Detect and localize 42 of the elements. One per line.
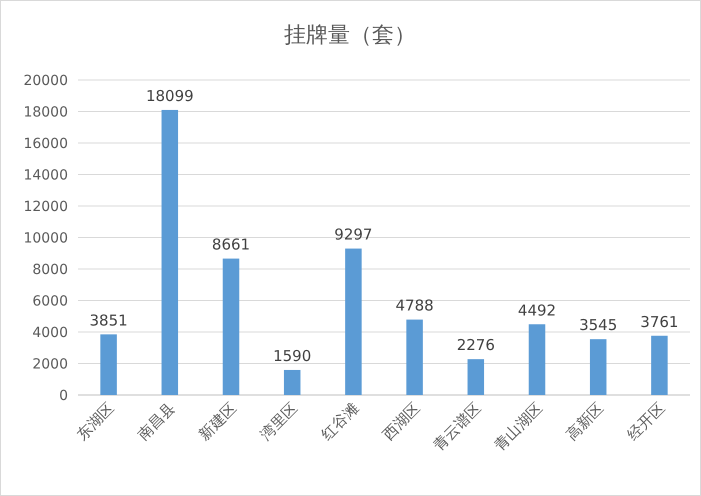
- chart-title: 挂牌量（套）: [284, 23, 416, 48]
- data-label: 2276: [456, 336, 495, 354]
- x-tick-label: 新建区: [195, 399, 240, 444]
- bar: [162, 110, 178, 395]
- y-tick-label: 14000: [23, 168, 68, 184]
- bar: [100, 334, 117, 395]
- bar: [651, 336, 668, 395]
- data-label: 3851: [90, 311, 128, 330]
- data-label: 3545: [579, 316, 618, 334]
- x-tick-label: 青云谱区: [429, 399, 485, 454]
- y-tick-label: 8000: [32, 262, 68, 278]
- y-tick-label: 10000: [23, 230, 68, 246]
- bar: [222, 258, 240, 395]
- bar: [528, 324, 546, 395]
- x-tick-label: 经开区: [624, 399, 668, 444]
- data-label: 3761: [640, 312, 678, 331]
- data-label: 8661: [212, 236, 250, 254]
- bar: [284, 370, 300, 395]
- y-tick-label: 6000: [32, 294, 68, 310]
- y-tick-label: 0: [59, 388, 68, 404]
- data-label: 4788: [396, 296, 434, 315]
- bar: [590, 339, 606, 395]
- bar: [468, 359, 484, 395]
- y-tick-label: 12000: [23, 199, 68, 215]
- data-label: 9297: [334, 226, 372, 244]
- y-tick-label: 20000: [23, 73, 68, 89]
- data-label: 1590: [273, 346, 312, 365]
- x-tick-label: 高新区: [562, 399, 608, 444]
- x-tick-label: 湾里区: [256, 399, 302, 444]
- y-tick-label: 18000: [23, 104, 68, 120]
- x-tick-label: 东湖区: [72, 399, 118, 444]
- bar: [406, 320, 423, 395]
- y-tick-label: 2000: [32, 356, 68, 372]
- y-tick-label: 4000: [32, 325, 68, 341]
- x-tick-label: 西湖区: [378, 399, 424, 444]
- x-tick-label: 红谷滩: [318, 399, 362, 444]
- bar: [345, 248, 362, 395]
- y-tick-label: 16000: [23, 136, 68, 152]
- x-tick-label: 青山湖区: [490, 399, 546, 454]
- data-label: 18099: [146, 86, 194, 105]
- x-tick-label: 南昌县: [134, 399, 179, 444]
- data-label: 4492: [518, 301, 556, 320]
